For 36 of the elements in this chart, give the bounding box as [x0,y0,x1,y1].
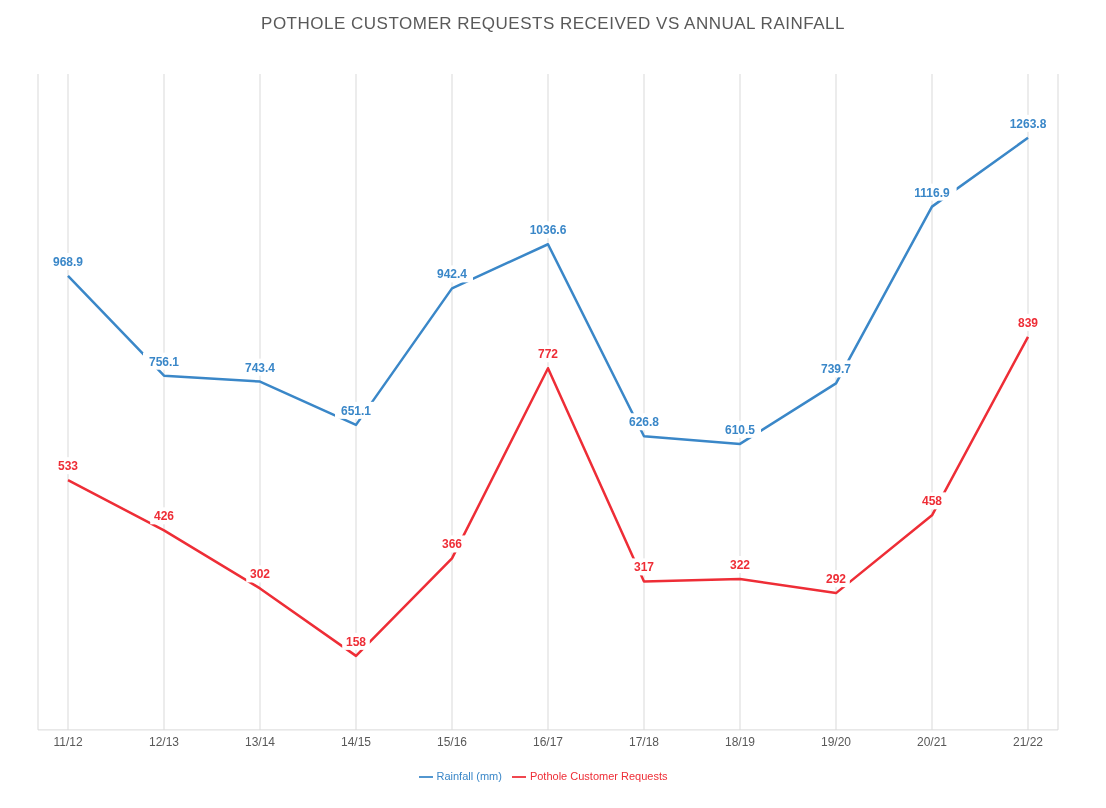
data-label: 426 [153,509,175,524]
data-label: 968.9 [52,254,84,269]
x-tick-label: 15/16 [436,735,468,750]
data-label: 458 [921,494,943,509]
x-tick-label: 21/22 [1012,735,1044,750]
data-label: 772 [537,347,559,362]
data-label: 533 [57,459,79,474]
x-tick-label: 16/17 [532,735,564,750]
data-label: 317 [633,560,655,575]
x-tick-label: 13/14 [244,735,276,750]
data-label: 322 [729,558,751,573]
data-label: 756.1 [148,354,180,369]
data-label: 1263.8 [1009,116,1047,131]
data-label: 739.7 [820,362,852,377]
legend-label: Rainfall (mm) [436,769,502,782]
data-label: 366 [441,537,463,552]
x-tick-label: 14/15 [340,735,372,750]
x-tick-label: 12/13 [148,735,180,750]
data-label: 743.4 [244,360,276,375]
x-tick-label: 17/18 [628,735,660,750]
data-label: 302 [249,567,271,582]
legend-label: Pothole Customer Requests [529,769,668,782]
data-label: 1036.6 [529,223,567,238]
data-label: 292 [825,572,847,587]
x-tick-label: 20/21 [916,735,948,750]
x-tick-label: 19/20 [820,735,852,750]
data-label: 942.4 [436,267,468,282]
data-label: 158 [345,634,367,649]
x-tick-label: 11/12 [53,735,83,750]
data-label: 839 [1017,315,1039,330]
x-tick-label: 18/19 [724,735,756,750]
data-label: 651.1 [340,403,372,418]
chart-title: POTHOLE CUSTOMER REQUESTS RECEIVED VS ANNUAL RAINFALL [260,14,846,34]
data-label: 626.8 [628,415,660,430]
data-label: 610.5 [724,422,756,437]
data-label: 1116.9 [914,185,951,200]
